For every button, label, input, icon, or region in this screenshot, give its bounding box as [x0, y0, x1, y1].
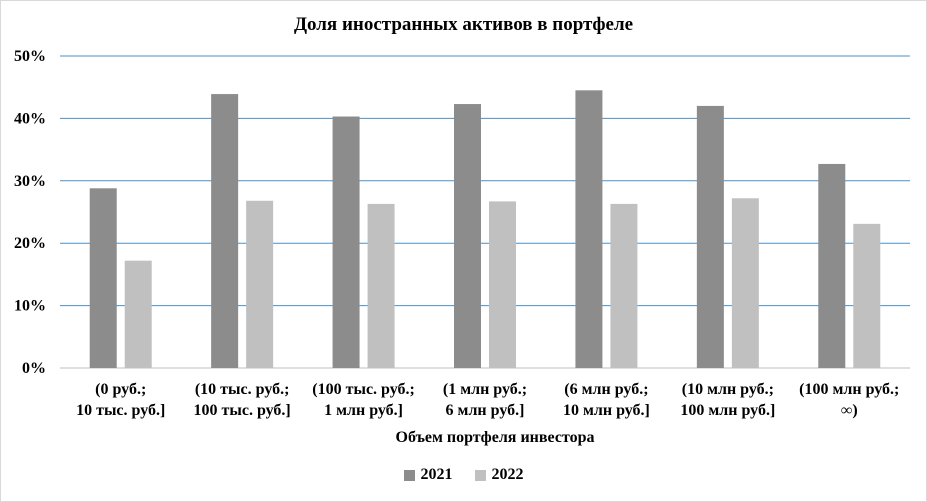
y-tick-label: 40% — [14, 110, 46, 127]
legend-item-2021: 2021 — [403, 466, 453, 484]
bar-2022-0 — [124, 260, 152, 368]
y-tick-label: 10% — [14, 298, 46, 315]
bar-2021-4 — [575, 90, 603, 368]
x-tick-label: (1 млн руб.; — [443, 381, 527, 398]
legend-label: 2022 — [491, 466, 524, 483]
x-tick-label: 100 млн руб.] — [680, 402, 775, 419]
bar-2022-4 — [610, 203, 638, 368]
x-tick-label: 1 млн руб.] — [324, 402, 403, 419]
x-tick-label: (6 млн руб.; — [564, 381, 648, 398]
y-tick-label: 0% — [22, 360, 46, 377]
bar-2021-2 — [332, 116, 360, 368]
y-tick-label: 30% — [14, 173, 46, 190]
bar-2021-6 — [818, 163, 846, 368]
x-tick-label: (0 руб.; — [95, 381, 146, 398]
y-tick-label: 20% — [14, 235, 46, 252]
legend-item-2022: 2022 — [474, 466, 524, 484]
x-tick-label: (100 тыс. руб.; — [312, 381, 415, 398]
bar-2022-2 — [367, 203, 395, 368]
x-tick-label: 10 тыс. руб.] — [76, 402, 165, 419]
bar-2022-3 — [489, 201, 516, 368]
legend-swatch — [474, 469, 486, 481]
bar-2021-1 — [211, 94, 239, 369]
x-tick-label: (10 млн руб.; — [682, 381, 774, 398]
legend-label: 2021 — [420, 466, 453, 483]
bar-2021-3 — [454, 104, 481, 368]
bar-2022-1 — [246, 200, 274, 368]
x-axis-label: Объем портфеля инвестора — [396, 429, 595, 446]
x-tick-label: (10 тыс. руб.; — [195, 381, 290, 398]
bar-2022-6 — [853, 223, 881, 368]
x-tick-label: 100 тыс. руб.] — [194, 402, 291, 419]
x-tick-label: ∞) — [841, 402, 858, 419]
bar-2021-0 — [89, 188, 117, 368]
legend: 2021 2022 — [0, 466, 927, 484]
bar-2021-5 — [696, 105, 724, 369]
chart-title: Доля иностранных активов в портфеле — [293, 14, 634, 35]
y-tick-label: 50% — [14, 48, 46, 65]
bar-2022-5 — [731, 198, 759, 368]
x-tick-label: 6 млн руб.] — [446, 402, 525, 419]
x-tick-label: 10 млн руб.] — [563, 402, 650, 419]
x-tick-label: (100 млн руб.; — [799, 381, 899, 398]
legend-swatch — [403, 469, 415, 481]
